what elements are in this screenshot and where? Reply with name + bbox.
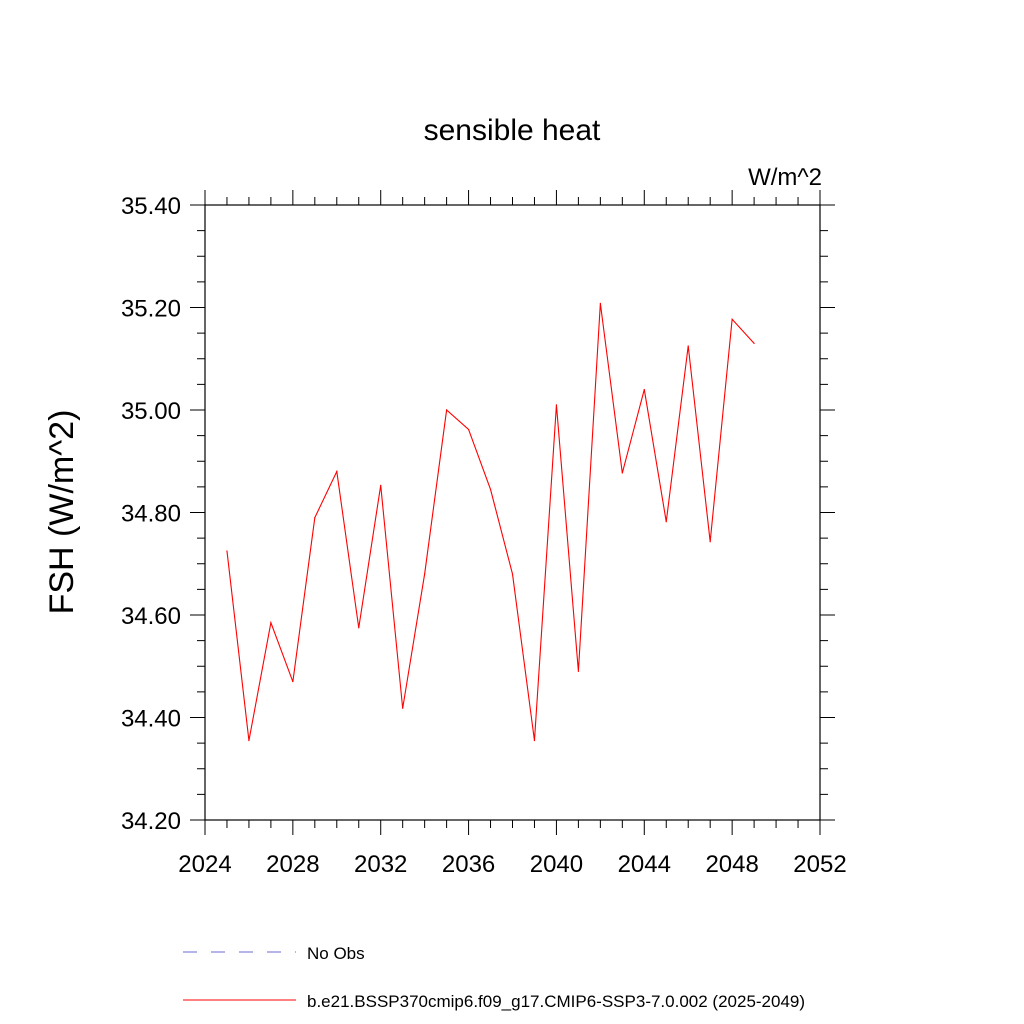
data-point [731, 318, 733, 320]
data-point [577, 670, 579, 672]
data-point [621, 472, 623, 474]
x-tick-label: 2032 [354, 851, 407, 878]
y-tick-label: 34.20 [121, 808, 181, 835]
data-point [665, 521, 667, 523]
y-tick-label: 35.00 [121, 398, 181, 425]
data-point [248, 739, 250, 742]
series-group [226, 302, 755, 742]
data-point [555, 404, 558, 406]
data-point [402, 707, 404, 709]
x-tick-label: 2036 [442, 851, 495, 878]
data-point [424, 573, 426, 575]
x-tick-label: 2040 [530, 851, 583, 878]
x-tick-label: 2028 [266, 851, 319, 878]
data-point [358, 627, 360, 629]
data-point [533, 739, 536, 742]
y-tick-label: 34.80 [121, 501, 181, 528]
data-point [380, 484, 382, 486]
y-tick-label: 34.40 [121, 706, 181, 733]
data-point [709, 541, 711, 543]
data-point [643, 388, 645, 391]
data-point [753, 342, 755, 344]
data-point [467, 428, 470, 431]
data-point [270, 622, 272, 624]
data-point [336, 470, 338, 473]
y-axis-label: FSH (W/m^2) [43, 410, 81, 615]
axis-ticks [190, 190, 835, 835]
chart-title: sensible heat [424, 114, 601, 147]
legend-label-series: b.e21.BSSP370cmip6.f09_g17.CMIP6-SSP3-7.… [307, 992, 805, 1011]
y-tick-label: 35.20 [121, 296, 181, 323]
data-point [511, 573, 514, 575]
x-tick-label: 2052 [793, 851, 846, 878]
y-tick-label: 34.60 [121, 603, 181, 630]
y-tick-label: 35.40 [121, 193, 181, 220]
data-point [446, 409, 448, 411]
x-tick-label: 2048 [705, 851, 758, 878]
plot-frame [204, 204, 821, 821]
data-point [489, 488, 492, 491]
units-label: W/m^2 [748, 164, 822, 191]
data-point [314, 517, 316, 519]
series-line [226, 303, 755, 741]
y-tick-labels: 34.20 34.40 34.60 34.80 35.00 35.20 35.40 [121, 193, 181, 835]
legend: No Obs b.e21.BSSP370cmip6.f09_g17.CMIP6-… [183, 944, 805, 1011]
x-tick-labels: 2024 2028 2032 2036 2040 2044 2048 2052 [178, 851, 846, 878]
x-tick-label: 2024 [178, 851, 231, 878]
data-point [687, 345, 689, 347]
x-tick-label: 2044 [618, 851, 671, 878]
legend-label-no-obs: No Obs [307, 944, 365, 963]
data-point [599, 302, 601, 304]
data-point [226, 550, 228, 552]
data-point [292, 681, 294, 683]
